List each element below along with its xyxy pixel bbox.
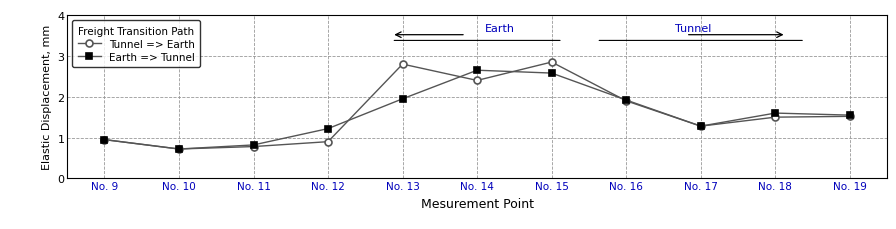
Earth => Tunnel [323, 128, 333, 130]
Tunnel => Earth [547, 61, 557, 64]
Y-axis label: Elastic Displacement, mm: Elastic Displacement, mm [42, 25, 52, 170]
Text: Earth: Earth [485, 24, 514, 34]
Tunnel => Earth [770, 116, 780, 119]
Earth => Tunnel [471, 70, 482, 72]
Tunnel => Earth [471, 80, 482, 82]
Earth => Tunnel [844, 114, 855, 117]
Earth => Tunnel [99, 139, 110, 141]
Tunnel => Earth [695, 125, 706, 128]
Earth => Tunnel [695, 125, 706, 128]
Legend: Tunnel => Earth, Earth => Tunnel: Tunnel => Earth, Earth => Tunnel [73, 21, 200, 68]
Earth => Tunnel [248, 144, 259, 147]
Line: Earth => Tunnel: Earth => Tunnel [101, 68, 853, 153]
Earth => Tunnel [621, 99, 632, 102]
Earth => Tunnel [547, 72, 557, 75]
X-axis label: Mesurement Point: Mesurement Point [420, 197, 534, 210]
Earth => Tunnel [397, 98, 408, 101]
Text: Tunnel: Tunnel [675, 24, 711, 34]
Tunnel => Earth [174, 148, 185, 151]
Tunnel => Earth [323, 141, 333, 143]
Tunnel => Earth [844, 115, 855, 118]
Tunnel => Earth [397, 63, 408, 66]
Earth => Tunnel [770, 112, 780, 115]
Tunnel => Earth [248, 146, 259, 148]
Tunnel => Earth [99, 139, 110, 141]
Tunnel => Earth [621, 100, 632, 103]
Line: Tunnel => Earth: Tunnel => Earth [101, 59, 853, 153]
Earth => Tunnel [174, 148, 185, 151]
